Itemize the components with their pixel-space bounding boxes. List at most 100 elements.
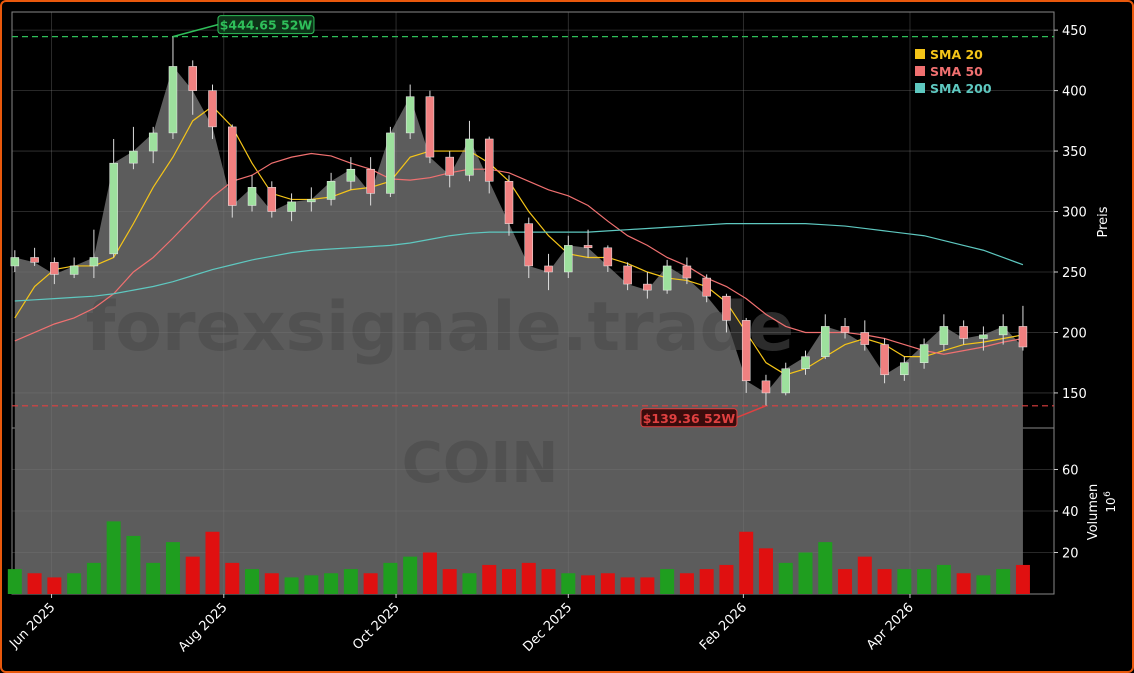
annotation-box <box>640 408 738 428</box>
candle-body <box>326 181 336 200</box>
candle-body <box>386 132 395 194</box>
legend-swatch <box>915 83 925 93</box>
candle-body <box>761 380 771 394</box>
candle-body <box>821 326 830 357</box>
legend-swatch <box>915 49 925 59</box>
candle-body <box>564 245 573 273</box>
volume-bar <box>600 573 615 594</box>
y-tick-label: 350 <box>1062 145 1087 160</box>
sma-line <box>14 223 1024 302</box>
volume-bar <box>699 569 714 594</box>
volume-bar <box>956 573 971 594</box>
volume-bar <box>521 562 536 594</box>
y-tick-label: 20 <box>1062 547 1079 562</box>
y-tick-label: 40 <box>1062 505 1079 520</box>
volume-bar <box>541 569 556 594</box>
volume-bar <box>264 573 279 594</box>
candle-body <box>50 262 59 275</box>
candle-body <box>900 362 909 376</box>
volume-bar <box>818 542 833 594</box>
volume-bar <box>561 573 576 594</box>
candle-body <box>840 326 850 333</box>
volume-bar <box>205 531 220 594</box>
volume-bar <box>976 575 991 594</box>
volume-bar <box>225 562 240 594</box>
candle-body <box>722 295 731 321</box>
volume-bar <box>146 562 161 594</box>
y-tick-label: 300 <box>1062 206 1087 221</box>
x-tick-label: Jun 2025 <box>6 600 58 652</box>
volume-bar <box>383 562 398 594</box>
volume-bar <box>897 569 912 594</box>
volume-bar <box>304 575 319 594</box>
volume-bar <box>7 569 22 594</box>
volume-bar <box>857 556 872 594</box>
y-tick-label: 150 <box>1062 387 1087 402</box>
volume-bar <box>936 564 951 594</box>
candle-body <box>623 265 632 285</box>
volume-bar <box>185 556 200 594</box>
candle-body <box>504 181 514 224</box>
candle-body <box>445 156 454 176</box>
volume-bar <box>67 573 82 594</box>
candle-body <box>880 344 889 376</box>
volume-bar <box>86 562 101 594</box>
candle-body <box>307 199 316 203</box>
volume-bar <box>581 575 596 594</box>
volume-bar <box>838 569 853 594</box>
candle-body <box>919 344 929 363</box>
annotation-arrow <box>172 23 219 38</box>
volume-bar <box>758 548 773 594</box>
volume-bar <box>245 569 260 594</box>
volume-bar <box>284 577 299 594</box>
annotation-label: $139.36 52W <box>643 411 736 426</box>
candle-body <box>228 126 237 206</box>
volume-bar <box>778 562 793 594</box>
candle-body <box>129 150 138 164</box>
candle-body <box>346 168 356 182</box>
volume-bar <box>640 577 655 594</box>
sma-line <box>14 105 1024 376</box>
candle-body <box>979 334 988 339</box>
candle-body <box>30 257 39 263</box>
legend-swatch <box>915 66 925 76</box>
candle-body <box>643 283 652 291</box>
candle-body <box>781 368 790 394</box>
candle-body <box>682 265 692 279</box>
candle-body <box>405 96 415 134</box>
candle-body <box>69 265 79 275</box>
volume-bar <box>679 573 694 594</box>
volume-bar <box>343 569 358 594</box>
candle-body <box>702 277 711 297</box>
y-tick-label: 250 <box>1062 266 1087 281</box>
candle-body <box>662 265 672 291</box>
volume-bar <box>27 573 42 594</box>
close-area <box>14 66 1023 595</box>
candle-body <box>247 187 257 206</box>
volume-bar <box>877 569 892 594</box>
volume-bar <box>917 569 932 594</box>
candle-body <box>148 132 158 152</box>
candle-body <box>998 326 1008 336</box>
legend-label: SMA 50 <box>930 64 983 79</box>
y-tick-label: 400 <box>1062 85 1087 100</box>
x-tick-label: Apr 2026 <box>864 600 917 653</box>
candle-body <box>603 247 613 267</box>
y-tick-label: 60 <box>1062 464 1079 479</box>
candle-body <box>10 257 20 267</box>
candle-body <box>939 326 949 345</box>
volume-bar <box>363 573 378 594</box>
sma-line <box>14 152 1024 355</box>
volume-bar <box>106 521 121 594</box>
volume-bar <box>798 552 813 594</box>
volume-bar <box>47 577 62 594</box>
volume-bar <box>442 569 457 594</box>
watermark: COIN <box>402 431 558 496</box>
candle-body <box>188 66 197 91</box>
candle-body <box>89 257 99 267</box>
volume-bar <box>403 556 418 594</box>
volume-bar <box>739 531 754 594</box>
candle-body <box>801 356 810 369</box>
candle-body <box>267 187 277 212</box>
candle-body <box>168 66 178 134</box>
